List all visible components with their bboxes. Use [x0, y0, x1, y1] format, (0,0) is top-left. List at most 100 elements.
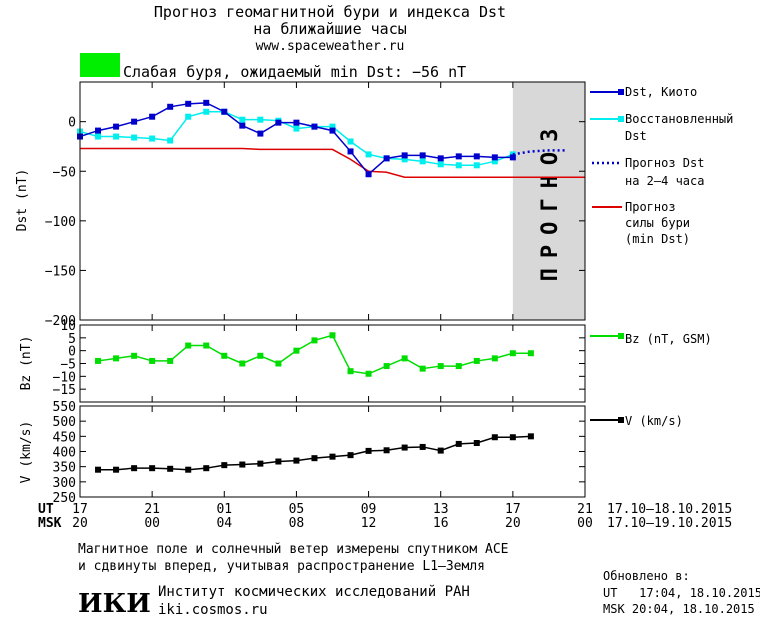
restored-dst-point [329, 123, 336, 130]
bz-point [527, 350, 534, 357]
dst-kyoto-point [419, 152, 426, 159]
y-tick-label: 350 [53, 461, 76, 476]
dst-forecast-line [512, 149, 567, 156]
dst-kyoto-point [185, 100, 192, 107]
y-tick-label: 250 [53, 491, 76, 506]
y-tick-label: 450 [53, 430, 76, 445]
y-tick-label: 10 [60, 319, 76, 334]
bz-point [239, 360, 246, 367]
legend-restored-l1: Восстановленный [625, 112, 733, 126]
v-point [329, 453, 336, 460]
v-point [455, 440, 462, 447]
v-point [473, 440, 480, 447]
bz-point [491, 355, 498, 362]
restored-dst-point [365, 151, 372, 158]
bz-point [131, 352, 138, 359]
restored-dst-point [203, 108, 210, 115]
bz-point [311, 337, 318, 344]
legend-storm-l3: (min Dst) [625, 232, 690, 246]
source-url[interactable]: www.spaceweather.ru [256, 39, 405, 54]
restored-dst-point [401, 156, 408, 163]
msk-tick-label: 16 [433, 516, 449, 531]
y-tick-label: −200 [45, 314, 76, 329]
note-line1: Магнитное поле и солнечный ветер измерен… [78, 542, 508, 557]
institute-site[interactable]: iki.cosmos.ru [158, 602, 268, 618]
msk-tick-label: 20 [72, 516, 88, 531]
dst-kyoto-point [365, 171, 372, 178]
restored-dst-point [185, 113, 192, 120]
restored-dst-point [455, 162, 462, 169]
bz-point [401, 355, 408, 362]
legend: Dst, Киото Восстановленный Dst Прогноз D… [590, 85, 733, 428]
dst-kyoto-point [149, 113, 156, 120]
msk-label: MSK [38, 516, 62, 531]
ut-tick-label: 01 [216, 502, 232, 517]
ut-range: 17.10–18.10.2015 [607, 502, 732, 517]
v-point [365, 447, 372, 454]
restored-dst-point [473, 162, 480, 169]
legend-dst: Dst, Киото [625, 85, 697, 99]
restored-dst-point [95, 133, 102, 140]
v-point [293, 457, 300, 464]
updated-ut: UT 17:04, 18.10.2015 [603, 586, 760, 600]
v-point [239, 461, 246, 468]
bz-point [509, 350, 516, 357]
legend-storm-l2: силы бури [625, 216, 690, 230]
msk-tick-label: 08 [289, 516, 305, 531]
ut-tick-label: 13 [433, 502, 449, 517]
v-point [401, 444, 408, 451]
dst-ylabel: Dst (nT) [15, 169, 30, 232]
forecast-band-label: ПРОГНОЗ [538, 119, 563, 282]
legend-v: V (km/s) [625, 414, 683, 428]
bz-point [275, 360, 282, 367]
bz-point [383, 363, 390, 370]
dst-kyoto-point [491, 154, 498, 161]
bz-point [437, 363, 444, 370]
msk-tick-label: 00 [577, 516, 593, 531]
storm-level-indicator [80, 53, 120, 77]
y-tick-label: 500 [53, 415, 76, 430]
y-tick-label: −100 [45, 215, 76, 230]
v-point [311, 455, 318, 462]
y-tick-label: −15 [53, 383, 76, 398]
y-tick-label: 400 [53, 446, 76, 461]
bz-point [257, 352, 264, 359]
dst-kyoto-point [509, 154, 516, 161]
dst-kyoto-point [239, 122, 246, 129]
legend-forecast-l1: Прогноз Dst [625, 156, 704, 170]
y-tick-label: 5 [68, 332, 76, 347]
note-line2: и сдвинуты вперед, учитывая распростране… [78, 559, 485, 574]
dst-kyoto-point [221, 108, 228, 115]
legend-bz: Bz (nT, GSM) [625, 332, 712, 346]
dst-kyoto-point [347, 148, 354, 155]
y-tick-label: −50 [53, 165, 76, 180]
dst-kyoto-point [95, 127, 102, 134]
restored-dst-point [347, 138, 354, 145]
bz-point [473, 357, 480, 364]
bz-point [185, 342, 192, 349]
restored-dst-point [239, 116, 246, 123]
bz-point [419, 365, 426, 372]
v-point [275, 458, 282, 465]
v-point [221, 462, 228, 469]
dst-kyoto-point [275, 119, 282, 126]
dst-kyoto-point [329, 127, 336, 134]
v-line [98, 435, 531, 471]
y-tick-label: 0 [68, 116, 76, 131]
institute-name: Институт космических исследований РАН [158, 584, 470, 600]
ut-tick-label: 05 [289, 502, 305, 517]
msk-tick-label: 04 [216, 516, 232, 531]
v-point [527, 433, 534, 440]
msk-range: 17.10–19.10.2015 [607, 516, 732, 531]
dst-kyoto-point [167, 103, 174, 110]
ut-tick-label: 21 [577, 502, 593, 517]
restored-dst-point [257, 116, 264, 123]
restored-dst-point [491, 158, 498, 165]
dst-kyoto-point [383, 155, 390, 162]
iki-logo: ИКИ [78, 589, 151, 619]
msk-tick-label: 20 [505, 516, 521, 531]
storm-forecast-line [80, 147, 585, 178]
msk-tick-label: 00 [144, 516, 160, 531]
